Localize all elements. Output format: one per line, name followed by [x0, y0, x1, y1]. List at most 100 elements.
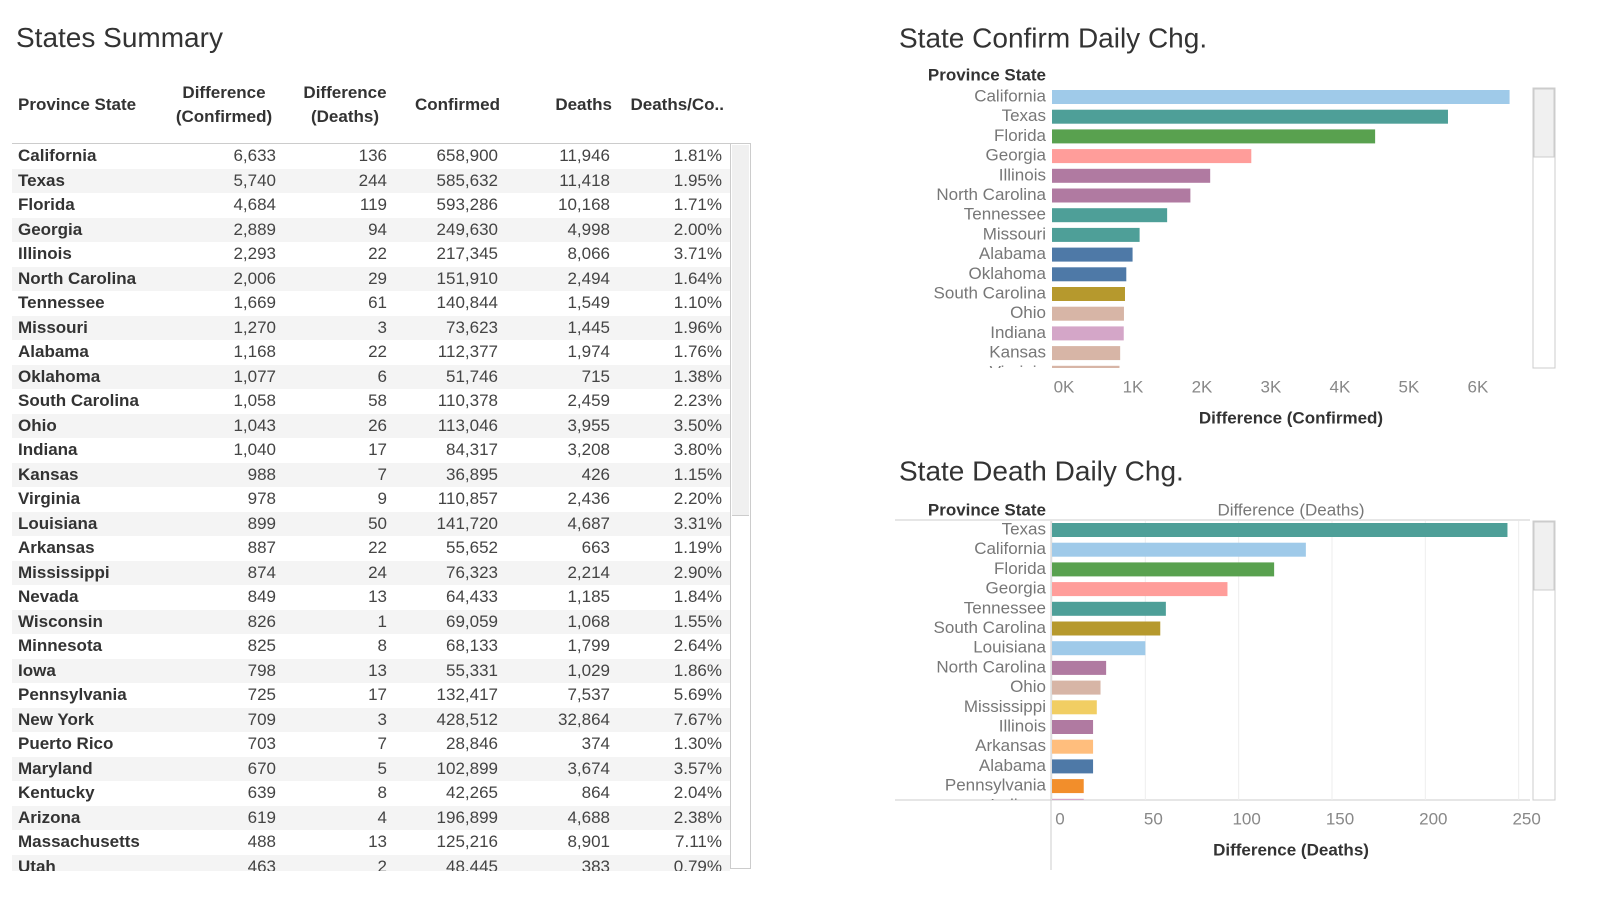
cell: 140,844: [436, 293, 498, 312]
cell: 8: [377, 783, 387, 802]
cell: 7: [377, 734, 387, 753]
state-name: Arkansas: [18, 538, 95, 557]
bar: [1052, 621, 1161, 636]
cell: 2,459: [567, 391, 610, 410]
state-name: Georgia: [18, 219, 83, 239]
scrollbar[interactable]: [1532, 87, 1556, 369]
cell: 24: [368, 562, 387, 582]
x-axis-header: Difference (Deaths): [1217, 500, 1364, 519]
cell: 488: [247, 832, 276, 851]
cell: 658,900: [436, 146, 498, 165]
cell: 5,740: [233, 170, 276, 190]
cell: 1.95%: [673, 170, 722, 190]
y-tick-label: South Carolina: [934, 283, 1047, 302]
cell: 1,185: [567, 587, 610, 606]
y-tick-label: Ohio: [1010, 303, 1046, 322]
state-name: Tennessee: [18, 293, 105, 312]
bar: [1052, 680, 1101, 695]
cell: 2,293: [233, 244, 276, 263]
state-name: Utah: [18, 856, 56, 872]
x-tick-label: 0K: [1054, 377, 1075, 396]
cell: 4: [377, 807, 387, 827]
cell: 826: [247, 611, 276, 631]
cell: 978: [247, 489, 276, 508]
cell: 55,652: [446, 538, 498, 557]
cell: 1,043: [233, 415, 276, 435]
cell: 2,006: [233, 268, 276, 288]
bar: [1052, 168, 1211, 183]
row-stripe: [12, 266, 730, 291]
bar: [1052, 188, 1191, 203]
cell: 4,687: [567, 513, 610, 533]
state-name: New York: [18, 709, 94, 729]
cell: 1.30%: [673, 734, 722, 753]
cell: 585,632: [436, 170, 498, 190]
cell: 2,214: [567, 562, 610, 582]
cell: 22: [368, 538, 387, 557]
x-tick-label: 50: [1144, 809, 1163, 828]
cell: 244: [358, 170, 387, 190]
y-tick-label: Tennessee: [964, 598, 1046, 617]
state-name: Ohio: [18, 415, 57, 435]
scrollbar[interactable]: [1532, 520, 1556, 801]
bar: [1052, 779, 1084, 794]
cell: 1.19%: [673, 538, 722, 557]
bar: [1052, 759, 1094, 774]
state-name: Texas: [18, 170, 65, 190]
cell: 825: [247, 636, 276, 655]
cell: 13: [368, 660, 387, 680]
state-name: Iowa: [18, 660, 56, 680]
cell: 1.71%: [673, 195, 722, 214]
x-tick-label: 1K: [1123, 377, 1144, 396]
scrollbar[interactable]: [730, 143, 751, 869]
state-name: South Carolina: [18, 391, 139, 410]
y-tick-label: Kansas: [989, 343, 1046, 362]
y-tick-label: Oklahoma: [969, 264, 1047, 283]
cell: 2.00%: [673, 219, 722, 239]
x-tick-label: 250: [1512, 809, 1540, 828]
cell: 3.80%: [673, 440, 722, 459]
row-stripe: [12, 168, 730, 193]
cell: 3: [377, 709, 387, 729]
y-tick-label: Alabama: [979, 756, 1047, 775]
bar: [1052, 523, 1508, 537]
cell: 1,168: [233, 342, 276, 361]
cell: 11,418: [559, 170, 610, 190]
cell: 13: [368, 832, 387, 851]
cell: 13: [368, 587, 387, 606]
cell: 8: [377, 636, 387, 655]
cell: 1,669: [233, 293, 276, 312]
y-tick-label: Florida: [994, 126, 1047, 145]
cell: 73,623: [446, 317, 498, 337]
scroll-thumb[interactable]: [732, 145, 749, 516]
cell: 874: [247, 562, 276, 582]
scroll-thumb[interactable]: [1533, 88, 1555, 158]
cell: 196,899: [436, 807, 498, 827]
cell: 6: [377, 366, 387, 386]
bar: [1052, 660, 1107, 675]
bar: [1052, 326, 1124, 341]
cell: 383: [581, 856, 610, 872]
row-stripe: [12, 658, 730, 683]
scroll-thumb[interactable]: [1533, 521, 1555, 591]
column-header: Confirmed: [415, 95, 500, 114]
cell: 7: [377, 464, 387, 484]
state-name: Arizona: [18, 807, 81, 827]
bar: [1052, 208, 1168, 223]
row-stripe: [12, 511, 730, 536]
y-tick-label: North Carolina: [936, 185, 1046, 204]
state-name: Florida: [18, 195, 75, 214]
state-name: North Carolina: [18, 268, 137, 288]
cell: 1,549: [567, 293, 610, 312]
bar: [1052, 149, 1252, 164]
y-tick-label: Georgia: [986, 146, 1047, 165]
bar: [1052, 562, 1275, 577]
cell: 798: [247, 660, 276, 680]
cell: 7.67%: [673, 709, 722, 729]
x-tick-label: 2K: [1192, 377, 1213, 396]
cell: 113,046: [437, 415, 498, 435]
cell: 112,377: [437, 342, 498, 361]
cell: 5.69%: [673, 685, 722, 704]
